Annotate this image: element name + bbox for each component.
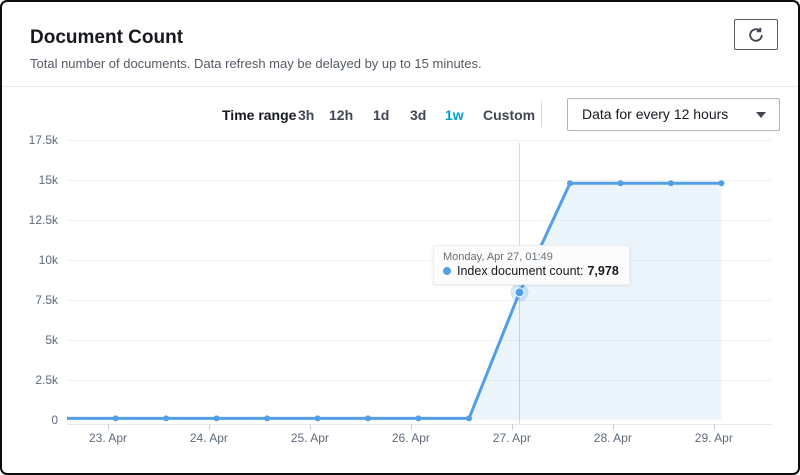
x-axis-label: 25. Apr: [290, 431, 329, 445]
x-axis-tick: [108, 424, 109, 430]
x-axis-label: 27. Apr: [492, 431, 531, 445]
interval-select[interactable]: Data for every 12 hours: [567, 98, 780, 131]
x-axis-tick: [713, 424, 715, 430]
data-point[interactable]: [213, 415, 220, 422]
time-range-option-custom[interactable]: Custom: [483, 107, 536, 123]
series-dot-icon: [443, 267, 451, 275]
time-range-label: Time range: [222, 107, 297, 123]
tooltip-series-label: Index document count:: [457, 264, 584, 278]
refresh-button[interactable]: [734, 19, 778, 50]
data-point[interactable]: [314, 415, 321, 422]
data-point[interactable]: [718, 180, 725, 187]
gridline: [67, 140, 772, 141]
data-point[interactable]: [415, 415, 422, 422]
page-subtitle: Total number of documents. Data refresh …: [30, 56, 482, 71]
data-point[interactable]: [112, 415, 119, 422]
header-divider: [2, 86, 798, 87]
gridline: [67, 340, 772, 341]
interval-select-value: Data for every 12 hours: [582, 106, 729, 122]
time-range-option-1d[interactable]: 1d: [373, 107, 390, 123]
tooltip-value: 7,978: [587, 264, 619, 278]
y-axis-label: 12.5k: [28, 213, 58, 227]
caret-down-icon: [756, 112, 766, 118]
x-axis-tick: [309, 424, 311, 430]
y-axis-label: 5k: [45, 333, 58, 347]
series-line: [67, 181, 723, 420]
hovered-point[interactable]: [514, 287, 525, 298]
data-point[interactable]: [365, 415, 371, 422]
data-point[interactable]: [567, 180, 573, 187]
series-area: [67, 183, 722, 420]
x-axis-label: 26. Apr: [391, 431, 430, 445]
tooltip-timestamp: Monday, Apr 27, 01:49: [443, 251, 553, 263]
data-point[interactable]: [667, 180, 674, 187]
x-axis-label: 23. Apr: [88, 431, 128, 445]
x-axis-tick: [208, 424, 210, 430]
x-axis-label: 29. Apr: [694, 431, 733, 445]
time-range-option-12h[interactable]: 12h: [329, 107, 354, 123]
chart-area[interactable]: 0 2.5k 5k 7.5k 10k 12.5k 15k 17.5k 23. Apr 24. Ap…: [2, 132, 798, 473]
time-range-option-3d[interactable]: 3d: [410, 107, 427, 123]
data-point[interactable]: [617, 180, 624, 187]
refresh-icon: [748, 27, 764, 43]
x-axis-tick: [511, 424, 513, 430]
x-axis-label: 28. Apr: [593, 431, 632, 445]
data-point[interactable]: [264, 415, 271, 422]
x-axis-line: [67, 424, 772, 425]
data-point[interactable]: [62, 415, 69, 421]
gridline: [67, 300, 772, 301]
x-axis-label: 24. Apr: [189, 431, 228, 445]
gridline: [67, 260, 772, 261]
y-axis-label: 17.5k: [28, 133, 58, 147]
chart-tooltip: Monday, Apr 27, 01:49 Index document cou…: [433, 245, 630, 285]
data-point[interactable]: [466, 415, 472, 422]
y-axis-label: 10k: [38, 253, 58, 267]
time-range-controls: Time range 3h 12h 1d 3d 1w Custom Data f…: [2, 98, 798, 132]
y-axis-label: 0: [51, 413, 58, 427]
page-title: Document Count: [30, 27, 184, 48]
gridline: [67, 380, 772, 381]
x-axis-tick: [612, 424, 614, 430]
tooltip-series-row: Index document count: 7,978: [443, 264, 619, 278]
y-axis-label: 2.5k: [35, 373, 58, 387]
data-point[interactable]: [163, 415, 170, 422]
time-range-option-3h[interactable]: 3h: [298, 107, 315, 123]
controls-divider: [541, 101, 542, 127]
gridline: [67, 180, 772, 181]
y-axis-label: 15k: [38, 173, 58, 187]
gridline: [67, 220, 772, 221]
y-axis-label: 7.5k: [35, 293, 58, 307]
x-axis-tick: [410, 424, 412, 430]
time-range-option-1w[interactable]: 1w: [445, 107, 464, 123]
